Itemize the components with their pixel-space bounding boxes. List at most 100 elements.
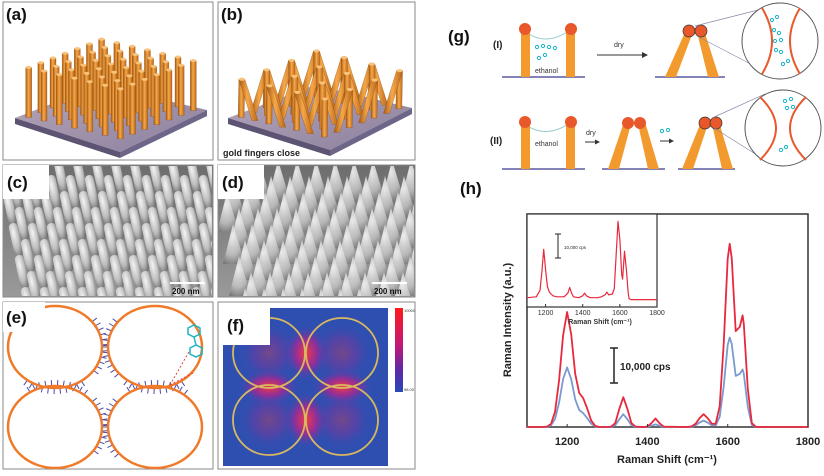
pillar <box>190 61 196 111</box>
scale-bar-label: 200 nm <box>374 287 402 296</box>
process-row-1: (I) ethanol dry <box>493 3 818 79</box>
pillar-tip <box>319 82 325 85</box>
panel-f: 10000 98.00 (f) <box>218 302 416 469</box>
pillar-tip <box>38 61 44 64</box>
colorbar <box>395 308 403 392</box>
pillar-tip <box>139 70 145 73</box>
pillar-tip <box>41 70 47 73</box>
pillar-tip <box>148 57 154 60</box>
x-axis-label: Raman Shift (cm⁻¹) <box>617 454 717 466</box>
gold-cap <box>695 25 707 37</box>
pillar-tip <box>175 56 181 59</box>
sem-pillar-cluster <box>432 176 454 216</box>
colorbar-max: 10000 <box>404 308 416 313</box>
gold-cap <box>699 117 711 129</box>
pillar-tip <box>62 52 68 55</box>
molecule-icon <box>660 128 669 132</box>
pillar <box>521 30 530 77</box>
sem-pillar-cluster <box>444 288 466 328</box>
sem-pillar-cluster <box>431 272 453 312</box>
panel-label-d: (d) <box>222 173 244 192</box>
pillar <box>566 30 575 77</box>
pillar-tip <box>372 79 378 82</box>
inset-x-axis-label: Raman Shift (cm⁻¹) <box>568 319 632 326</box>
pillar-tip <box>294 91 300 94</box>
pillar-tip <box>50 57 56 60</box>
gold-cap <box>565 23 577 35</box>
sem-pillar-cluster <box>444 240 466 280</box>
inset-tick-label: 1400 <box>575 310 591 317</box>
scale-bar-label: 10,000 cps <box>620 362 671 373</box>
pillar-tip <box>108 63 114 66</box>
gold-cap <box>622 117 634 129</box>
sem-pillar-cluster <box>426 192 448 232</box>
step-label: dry <box>614 42 624 49</box>
panel-a: (a) <box>3 2 213 160</box>
pillar-tip <box>239 78 245 81</box>
pillar-tip <box>344 72 350 75</box>
sem-pillar-cluster <box>420 160 442 200</box>
pillar-tip <box>135 61 141 64</box>
pillar-tip <box>154 73 160 76</box>
pillar-tip <box>132 53 138 56</box>
pillar-tip <box>160 52 166 55</box>
pillar <box>72 78 78 128</box>
pillar-tip <box>316 66 322 69</box>
pillar-tip <box>178 64 184 67</box>
pillar-tip <box>142 78 148 81</box>
row-label: (I) <box>493 40 502 51</box>
sem-pillar-cluster <box>419 256 441 296</box>
sem-pillar-cluster <box>425 240 447 280</box>
pillar-tip <box>96 67 102 70</box>
pillar <box>56 75 62 125</box>
pillar-tip <box>166 69 172 72</box>
pillar-tip <box>117 50 123 53</box>
pillar <box>41 71 47 121</box>
pillar-tip <box>120 58 126 61</box>
panel-label-b: (b) <box>221 5 243 24</box>
pillar-tip <box>72 77 78 80</box>
pillar-tip <box>347 88 353 91</box>
sem-pillar-cluster <box>438 256 460 296</box>
tick-label: 1400 <box>635 436 659 448</box>
pillar-tip <box>93 59 99 62</box>
inset-tick-label: 1200 <box>538 310 554 317</box>
pillar-tip <box>291 75 297 78</box>
ethanol-label: ethanol <box>535 68 558 75</box>
gold-cap <box>565 116 577 128</box>
molecule-icon <box>535 44 556 59</box>
inset-plot-area <box>527 214 657 307</box>
panel-label-h: (h) <box>460 179 482 198</box>
gold-cap <box>519 23 531 35</box>
pillar-tip <box>130 83 136 86</box>
sem-pillar-cluster <box>413 224 435 264</box>
panel-label-f: (f) <box>227 316 244 335</box>
pillar-tip <box>267 84 273 87</box>
pillar-tip <box>190 59 196 62</box>
pillar-tip <box>65 60 71 63</box>
pillar-tip <box>26 66 32 69</box>
tick-label: 1600 <box>715 436 739 448</box>
pillar-tip <box>114 41 120 44</box>
gold-cap <box>683 25 695 37</box>
pillar-tip <box>105 54 111 57</box>
pillar <box>178 65 184 115</box>
pillar <box>130 84 136 134</box>
inset-tick-label: 1600 <box>612 310 628 317</box>
pillar-tip <box>114 79 120 82</box>
step-label: dry <box>586 130 596 137</box>
inset-scale-bar-label: 10,000 cps <box>564 245 587 250</box>
pillar <box>638 122 659 169</box>
pillar <box>87 82 93 132</box>
tick-label: 1200 <box>555 436 579 448</box>
sem-pillar-cluster <box>413 176 435 216</box>
pillar-tip <box>81 64 87 67</box>
gold-cap <box>710 117 722 129</box>
pillar <box>166 70 172 120</box>
process-row-2: (II) ethanol dry <box>490 90 821 169</box>
pillar-tip <box>53 65 59 68</box>
panel-label-g: (g) <box>448 27 470 46</box>
y-axis-label: Raman Intensity (a.u.) <box>502 263 514 378</box>
caption-gold-fingers: gold fingers close <box>223 148 300 158</box>
